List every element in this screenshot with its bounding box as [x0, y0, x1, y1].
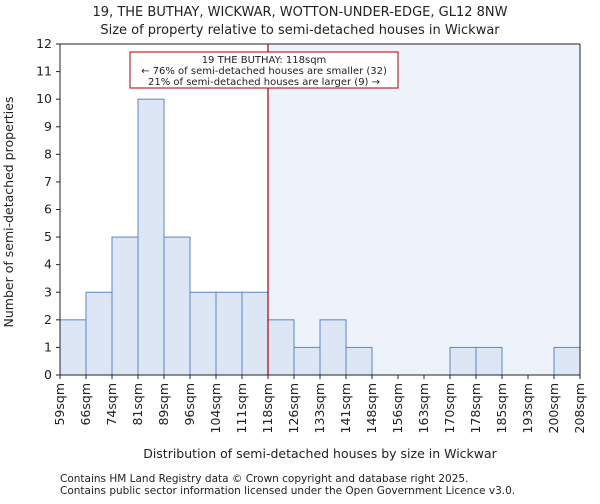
- x-tick-label-133sqm: 133sqm: [312, 383, 327, 433]
- y-axis-label: Number of semi-detached properties: [1, 97, 16, 328]
- x-tick-label-66sqm: 66sqm: [78, 383, 93, 426]
- x-tick-label-163sqm: 163sqm: [416, 383, 431, 433]
- x-tick-label-200sqm: 200sqm: [546, 383, 561, 433]
- x-tick-label-126sqm: 126sqm: [286, 383, 301, 433]
- y-tick-label-5: 5: [44, 229, 52, 244]
- footer-line2: Contains public sector information licen…: [60, 485, 515, 497]
- x-tick-label-193sqm: 193sqm: [520, 383, 535, 433]
- highlight-region: [268, 44, 580, 375]
- x-tick-label-104sqm: 104sqm: [208, 383, 223, 433]
- bar-74sqm: [111, 236, 139, 376]
- annotation-line1: 19 THE BUTHAY: 118sqm: [202, 55, 327, 66]
- bar-141sqm: [345, 346, 373, 376]
- bar-96sqm: [189, 291, 217, 376]
- bar-170sqm: [449, 346, 477, 376]
- x-tick-label-96sqm: 96sqm: [182, 383, 197, 426]
- y-tick-label-12: 12: [36, 36, 52, 51]
- y-tick-label-0: 0: [44, 367, 52, 382]
- annotation-line2: ← 76% of semi-detached houses are smalle…: [141, 66, 387, 77]
- annotation-box: [129, 51, 399, 89]
- x-tick-label-170sqm: 170sqm: [442, 383, 457, 433]
- x-tick-label-89sqm: 89sqm: [156, 383, 171, 426]
- annotation-line3: 21% of semi-detached houses are larger (…: [148, 77, 380, 88]
- x-axis-label: Distribution of semi-detached houses by …: [143, 446, 497, 461]
- footer-line1: Contains HM Land Registry data © Crown c…: [60, 473, 468, 485]
- bar-104sqm: [215, 291, 243, 376]
- y-tick-label-9: 9: [44, 119, 52, 134]
- chart-title-line2: Size of property relative to semi-detach…: [100, 23, 500, 38]
- x-tick-label-185sqm: 185sqm: [494, 383, 509, 433]
- y-tick-label-10: 10: [36, 91, 52, 106]
- bar-81sqm: [137, 98, 165, 376]
- y-tick-label-4: 4: [44, 257, 52, 272]
- bar-66sqm: [85, 291, 113, 376]
- y-tick-label-3: 3: [44, 284, 52, 299]
- y-tick-label-1: 1: [44, 339, 52, 354]
- bar-200sqm: [553, 346, 581, 376]
- x-tick-label-178sqm: 178sqm: [468, 383, 483, 433]
- y-tick-label-6: 6: [44, 202, 52, 217]
- x-tick-label-111sqm: 111sqm: [234, 383, 249, 433]
- y-tick-label-2: 2: [44, 312, 52, 327]
- y-tick-label-7: 7: [44, 174, 52, 189]
- x-tick-label-148sqm: 148sqm: [364, 383, 379, 433]
- x-tick-label-81sqm: 81sqm: [130, 383, 145, 426]
- bar-178sqm: [475, 346, 503, 376]
- x-tick-label-156sqm: 156sqm: [390, 383, 405, 433]
- bar-133sqm: [319, 319, 347, 376]
- x-tick-label-59sqm: 59sqm: [52, 383, 67, 426]
- bar-126sqm: [293, 346, 321, 376]
- y-tick-label-8: 8: [44, 146, 52, 161]
- x-tick-label-74sqm: 74sqm: [104, 383, 119, 426]
- bar-118sqm: [267, 319, 295, 376]
- x-tick-label-141sqm: 141sqm: [338, 383, 353, 433]
- bar-111sqm: [241, 291, 269, 376]
- bar-59sqm: [59, 319, 87, 376]
- x-tick-label-118sqm: 118sqm: [260, 383, 275, 433]
- y-tick-label-11: 11: [36, 64, 52, 79]
- bar-89sqm: [163, 236, 191, 376]
- chart-title-line1: 19, THE BUTHAY, WICKWAR, WOTTON-UNDER-ED…: [93, 5, 508, 20]
- x-tick-label-208sqm: 208sqm: [572, 383, 587, 433]
